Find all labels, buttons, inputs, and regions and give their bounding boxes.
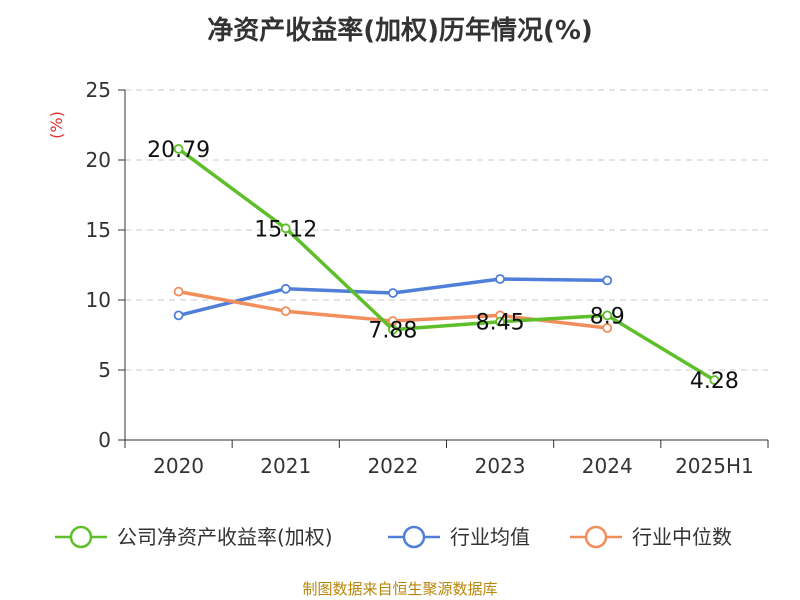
data-point (173, 144, 184, 154)
y-tick-label: 25 (86, 78, 111, 102)
x-tick-label: 2022 (367, 454, 418, 478)
data-label: 20.79 (147, 138, 210, 163)
data-label: 8.9 (590, 304, 625, 329)
data-point (173, 286, 184, 297)
x-tick-label: 2023 (475, 454, 526, 478)
x-tick-label: 2020 (153, 454, 204, 478)
data-label: 8.45 (476, 311, 525, 336)
series-lines (173, 144, 720, 385)
legend: 公司净资产收益率(加权) 行业均值 行业中位数 (55, 525, 732, 549)
data-label: 7.88 (368, 319, 417, 344)
source-note: 制图数据来自恒生聚源数据库 (302, 580, 498, 598)
y-tick-label: 10 (86, 288, 111, 312)
chart-title: 净资产收益率(加权)历年情况(%) (207, 16, 593, 46)
data-point (602, 310, 613, 321)
legend-swatch-marker (402, 525, 426, 549)
legend-swatch-marker (584, 525, 608, 549)
data-point (495, 274, 505, 284)
data-point (280, 223, 291, 234)
data-labels: 20.79 15.12 7.88 8.45 8.9 4.28 (147, 138, 739, 394)
x-tick-label: 2021 (260, 454, 311, 478)
x-tick-label: 2024 (582, 454, 633, 478)
axes: 0 5 10 15 20 25 2020 2021 2022 2023 2024 2025H1 (86, 78, 769, 478)
data-point (602, 275, 613, 286)
y-tick-label: 5 (98, 358, 111, 382)
y-axis-title: (%) (47, 111, 66, 139)
x-tick-label: 2025H1 (675, 454, 754, 478)
data-point (602, 323, 613, 333)
legend-swatch-marker (69, 525, 93, 549)
y-tick-label: 0 (98, 428, 111, 452)
grid-lines (125, 89, 768, 371)
legend-entry-label: 公司净资产收益率(加权) (117, 525, 333, 549)
legend-entry-label: 行业均值 (450, 525, 530, 549)
data-point (495, 316, 505, 327)
y-tick-label: 15 (86, 218, 111, 242)
data-point (280, 306, 291, 317)
data-point (173, 310, 184, 321)
data-point (388, 288, 398, 298)
data-label: 4.28 (690, 369, 739, 394)
data-point (709, 375, 720, 385)
y-tick-label: 20 (86, 148, 111, 172)
data-point (280, 283, 291, 294)
legend-entry-label: 行业中位数 (632, 525, 732, 549)
data-point (388, 324, 398, 335)
series-line (177, 147, 716, 382)
data-label: 15.12 (254, 217, 317, 242)
